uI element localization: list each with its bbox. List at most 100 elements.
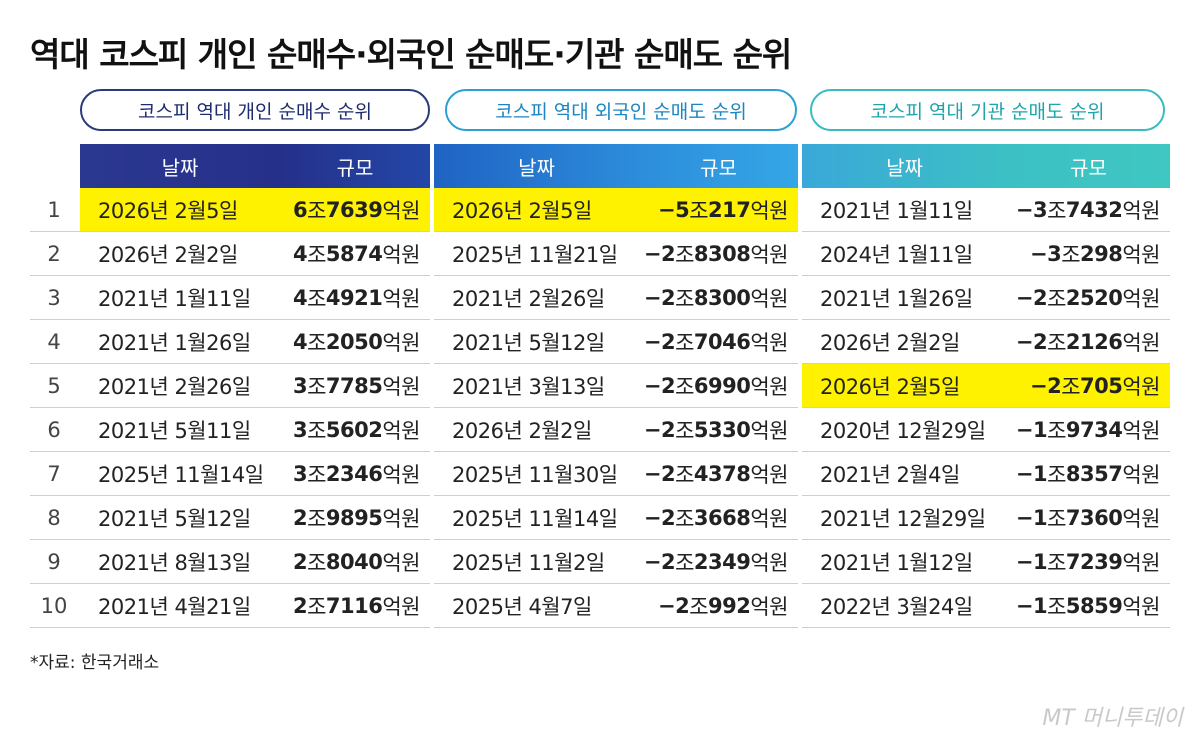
- individual-amount-cell: 4 조 4921 억원: [280, 276, 430, 320]
- amount-eok: 705: [1080, 374, 1123, 398]
- unit-jo: 조: [307, 463, 326, 487]
- row-divider: [30, 407, 1170, 408]
- individual-amount-header: 규모: [280, 144, 430, 188]
- foreign-amount-cell: −2 조 5330 억원: [639, 408, 798, 452]
- foreign-date-cell: 2026년 2월5일: [434, 188, 639, 232]
- individual-amount-cell: 4 조 2050 억원: [280, 320, 430, 364]
- unit-eok: 억원: [750, 595, 788, 619]
- foreign-date-cell: 2026년 2월2일: [452, 419, 592, 443]
- row-divider: [30, 275, 1170, 276]
- page-title: 역대 코스피 개인 순매수·외국인 순매도·기관 순매도 순위: [30, 35, 792, 74]
- amount-eok: 5330: [693, 418, 751, 442]
- institution-date-cell: 2021년 1월26일: [820, 287, 973, 311]
- amount-jo: 6: [292, 198, 308, 222]
- rank-number: 10: [40, 594, 68, 618]
- unit-eok: 억원: [1122, 419, 1160, 443]
- foreign-amount-cell: −2 조 2349 억원: [639, 540, 798, 584]
- amount-eok: 8300: [693, 286, 751, 310]
- row-divider: [30, 319, 1170, 320]
- amount-jo: 4: [292, 242, 308, 266]
- unit-jo: 조: [1047, 507, 1066, 531]
- unit-jo: 조: [675, 507, 694, 531]
- institution-amount-cell: −2 조 2126 억원: [1007, 320, 1170, 364]
- amount-eok: 8357: [1065, 462, 1123, 486]
- institution-date-cell: 2020년 12월29일: [820, 419, 986, 443]
- unit-eok: 억원: [1122, 243, 1160, 267]
- foreign-amount-header: 규모: [639, 144, 798, 188]
- unit-eok: 억원: [750, 243, 788, 267]
- row-divider: [30, 583, 1170, 584]
- unit-jo: 조: [1047, 287, 1066, 311]
- amount-sign: −: [1015, 550, 1034, 574]
- foreign-date-cell: 2025년 11월14일: [452, 507, 618, 531]
- amount-eok: 6990: [693, 374, 751, 398]
- amount-jo: 2: [660, 330, 676, 354]
- amount-eok: 7639: [325, 198, 383, 222]
- amount-jo: 2: [660, 374, 676, 398]
- amount-eok: 5859: [1065, 594, 1123, 618]
- foreign-amount-cell: −2 조 4378 억원: [639, 452, 798, 496]
- amount-eok: 7116: [325, 594, 383, 618]
- rank-number: 7: [47, 462, 61, 486]
- unit-jo: 조: [307, 375, 326, 399]
- amount-jo: 1: [1032, 418, 1048, 442]
- unit-eok: 억원: [750, 551, 788, 575]
- individual-date-cell: 2021년 2월26일: [98, 375, 251, 399]
- foreign-date-cell: 2025년 11월21일: [452, 243, 618, 267]
- amount-eok: 2050: [325, 330, 383, 354]
- institution-amount-header: 규모: [1007, 144, 1170, 188]
- foreign-amount-cell: −2 조 3668 억원: [639, 496, 798, 540]
- amount-sign: −: [643, 462, 662, 486]
- unit-jo: 조: [1047, 551, 1066, 575]
- unit-jo: 조: [1047, 463, 1066, 487]
- rank-number: 6: [47, 418, 61, 442]
- institution-date-cell: 2021년 1월12일: [820, 551, 973, 575]
- amount-eok: 8308: [693, 242, 751, 266]
- amount-jo: 2: [1032, 330, 1048, 354]
- amount-jo: 2: [675, 594, 690, 618]
- amount-eok: 2349: [693, 550, 751, 574]
- unit-eok: 억원: [382, 419, 420, 443]
- row-divider: [30, 451, 1170, 452]
- amount-jo: 2: [292, 506, 308, 530]
- amount-eok: 4921: [325, 286, 383, 310]
- individual-amount-cell: 3 조 7785 억원: [280, 364, 430, 408]
- amount-sign: −: [657, 198, 676, 222]
- amount-eok: 7432: [1065, 198, 1123, 222]
- unit-eok: 억원: [750, 375, 788, 399]
- unit-jo: 조: [307, 419, 326, 443]
- institution-date-cell: 2026년 2월2일: [820, 331, 960, 355]
- unit-eok: 억원: [1122, 551, 1160, 575]
- amount-sign: −: [657, 594, 676, 618]
- unit-jo: 조: [675, 551, 694, 575]
- unit-eok: 억원: [382, 243, 420, 267]
- amount-jo: 2: [1032, 286, 1048, 310]
- unit-eok: 억원: [750, 463, 788, 487]
- unit-jo: 조: [307, 507, 326, 531]
- individual-amount-cell: 6 조 7639 억원: [280, 188, 430, 232]
- unit-jo: 조: [689, 595, 709, 619]
- unit-jo: 조: [1047, 419, 1066, 443]
- amount-eok: 2126: [1065, 330, 1123, 354]
- unit-eok: 억원: [1122, 595, 1160, 619]
- institution-date-cell: 2021년 12월29일: [820, 507, 986, 531]
- institution-amount-cell: −2 조 705 억원: [1007, 364, 1170, 408]
- unit-eok: 억원: [750, 507, 788, 531]
- amount-sign: −: [1015, 594, 1034, 618]
- rank-number: 3: [47, 286, 61, 310]
- amount-jo: 1: [1032, 550, 1048, 574]
- individual-amount-cell: 2 조 8040 억원: [280, 540, 430, 584]
- group-separator: [798, 188, 802, 628]
- row-divider: [30, 627, 1170, 628]
- institution-amount-cell: −1 조 7360 억원: [1007, 496, 1170, 540]
- individual-date-cell: 2021년 5월11일: [98, 419, 251, 443]
- unit-eok: 억원: [1122, 199, 1160, 223]
- individual-date-cell: 2021년 5월12일: [98, 507, 251, 531]
- unit-jo: 조: [689, 199, 709, 223]
- amount-sign: −: [1015, 506, 1034, 530]
- individual-date-cell: 2026년 2월2일: [98, 243, 238, 267]
- foreign-date-header: 날짜: [434, 144, 639, 188]
- amount-sign: −: [643, 506, 662, 530]
- individual-amount-cell: 3 조 5602 억원: [280, 408, 430, 452]
- amount-sign: −: [1015, 286, 1034, 310]
